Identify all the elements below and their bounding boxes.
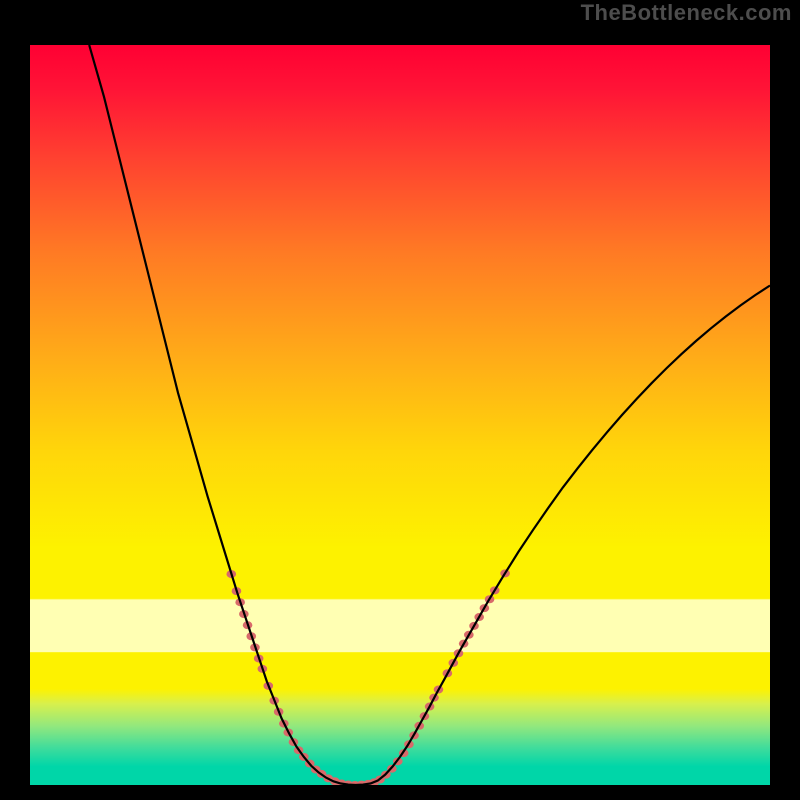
attribution-text: TheBottleneck.com xyxy=(581,0,792,26)
plot-background xyxy=(30,45,770,785)
bottleneck-valley-chart xyxy=(0,0,800,800)
